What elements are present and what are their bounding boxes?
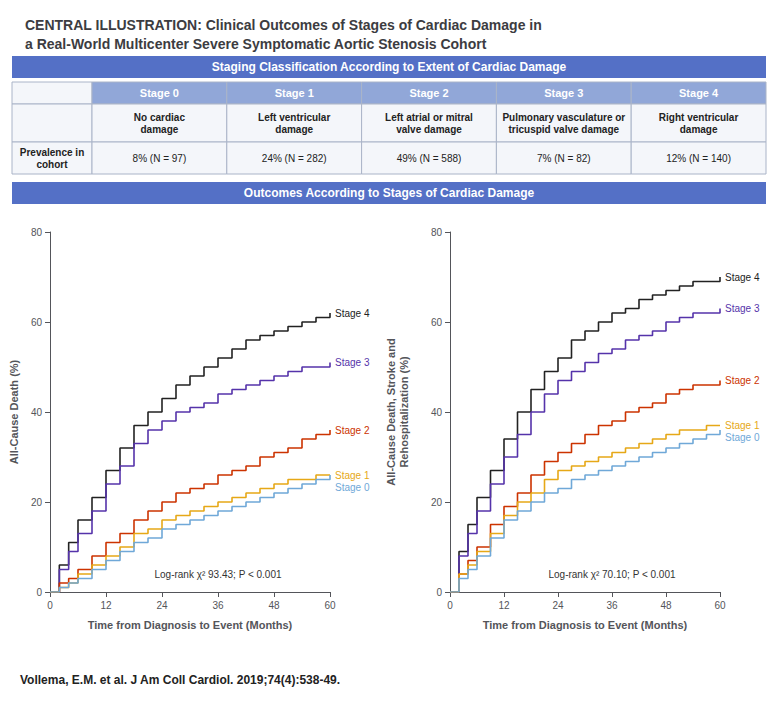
svg-text:80: 80: [431, 227, 443, 238]
svg-text:Stage 4: Stage 4: [725, 272, 760, 283]
svg-text:24: 24: [552, 600, 564, 611]
svg-text:48: 48: [660, 600, 672, 611]
svg-text:36: 36: [212, 600, 224, 611]
svg-text:49% (N = 588): 49% (N = 588): [397, 153, 462, 164]
svg-text:20: 20: [31, 497, 43, 508]
svg-text:Staging Classification Accordi: Staging Classification According to Exte…: [212, 60, 567, 74]
svg-text:Prevalence in: Prevalence in: [20, 147, 84, 158]
svg-text:Stage 0: Stage 0: [725, 432, 760, 443]
svg-text:Stage 4: Stage 4: [335, 308, 370, 319]
svg-text:Rehospitalization (%): Rehospitalization (%): [398, 356, 410, 468]
svg-text:Pulmonary vasculature or: Pulmonary vasculature or: [502, 112, 625, 123]
svg-text:Stage 3: Stage 3: [725, 303, 760, 314]
svg-text:0: 0: [47, 600, 53, 611]
svg-text:Left ventricular: Left ventricular: [258, 112, 330, 123]
svg-text:60: 60: [324, 600, 336, 611]
svg-text:a Real-World Multicenter Sever: a Real-World Multicenter Severe Symptoma…: [25, 36, 487, 52]
svg-text:0: 0: [447, 600, 453, 611]
svg-text:Log-rank χ² 70.10; P < 0.001: Log-rank χ² 70.10; P < 0.001: [548, 569, 676, 580]
svg-text:cohort: cohort: [36, 159, 68, 170]
svg-text:CENTRAL ILLUSTRATION: Clinical: CENTRAL ILLUSTRATION: Clinical Outcomes …: [25, 17, 542, 33]
svg-text:Time from Diagnosis to Event (: Time from Diagnosis to Event (Months): [88, 619, 293, 631]
svg-text:Log-rank χ² 93.43; P < 0.001: Log-rank χ² 93.43; P < 0.001: [154, 569, 282, 580]
svg-text:60: 60: [31, 317, 43, 328]
svg-text:36: 36: [606, 600, 618, 611]
svg-text:Stage 1: Stage 1: [275, 87, 314, 99]
svg-text:24: 24: [156, 600, 168, 611]
svg-text:Outcomes According to Stages o: Outcomes According to Stages of Cardiac …: [244, 186, 535, 200]
svg-text:damage: damage: [275, 124, 313, 135]
svg-text:12: 12: [100, 600, 112, 611]
svg-text:Stage 3: Stage 3: [335, 357, 370, 368]
svg-text:No cardiac: No cardiac: [134, 112, 186, 123]
svg-text:Stage 0: Stage 0: [140, 87, 179, 99]
svg-text:12% (N = 140): 12% (N = 140): [666, 153, 731, 164]
svg-text:Stage 2: Stage 2: [335, 425, 370, 436]
svg-text:All-Cause Death (%): All-Cause Death (%): [8, 359, 20, 464]
svg-text:Stage 2: Stage 2: [725, 375, 760, 386]
svg-text:Stage 4: Stage 4: [679, 87, 719, 99]
svg-text:valve damage: valve damage: [396, 124, 462, 135]
svg-text:8% (N = 97): 8% (N = 97): [133, 153, 187, 164]
svg-text:0: 0: [436, 587, 442, 598]
svg-text:60: 60: [714, 600, 726, 611]
svg-text:Left atrial or mitral: Left atrial or mitral: [385, 112, 473, 123]
svg-text:Stage 3: Stage 3: [544, 87, 583, 99]
svg-text:Time from Diagnosis to Event (: Time from Diagnosis to Event (Months): [483, 619, 688, 631]
svg-text:12: 12: [498, 600, 510, 611]
svg-text:7% (N = 82): 7% (N = 82): [537, 153, 591, 164]
svg-text:damage: damage: [680, 124, 718, 135]
svg-text:Stage 0: Stage 0: [335, 482, 370, 493]
svg-text:Right ventricular: Right ventricular: [659, 112, 739, 123]
svg-text:60: 60: [431, 317, 443, 328]
svg-text:0: 0: [36, 587, 42, 598]
svg-text:24% (N = 282): 24% (N = 282): [262, 153, 327, 164]
svg-text:All-Cause Death, Stroke and: All-Cause Death, Stroke and: [385, 338, 397, 485]
svg-text:Stage 1: Stage 1: [335, 470, 370, 481]
svg-text:20: 20: [431, 497, 443, 508]
svg-text:40: 40: [31, 407, 43, 418]
svg-text:80: 80: [31, 227, 43, 238]
svg-text:Stage 2: Stage 2: [409, 87, 448, 99]
svg-text:48: 48: [268, 600, 280, 611]
svg-text:Vollema, E.M. et al. J Am Coll: Vollema, E.M. et al. J Am Coll Cardiol. …: [20, 673, 340, 687]
svg-text:tricuspid valve damage: tricuspid valve damage: [508, 124, 619, 135]
svg-text:Stage 1: Stage 1: [725, 420, 760, 431]
svg-text:40: 40: [431, 407, 443, 418]
svg-text:damage: damage: [141, 124, 179, 135]
